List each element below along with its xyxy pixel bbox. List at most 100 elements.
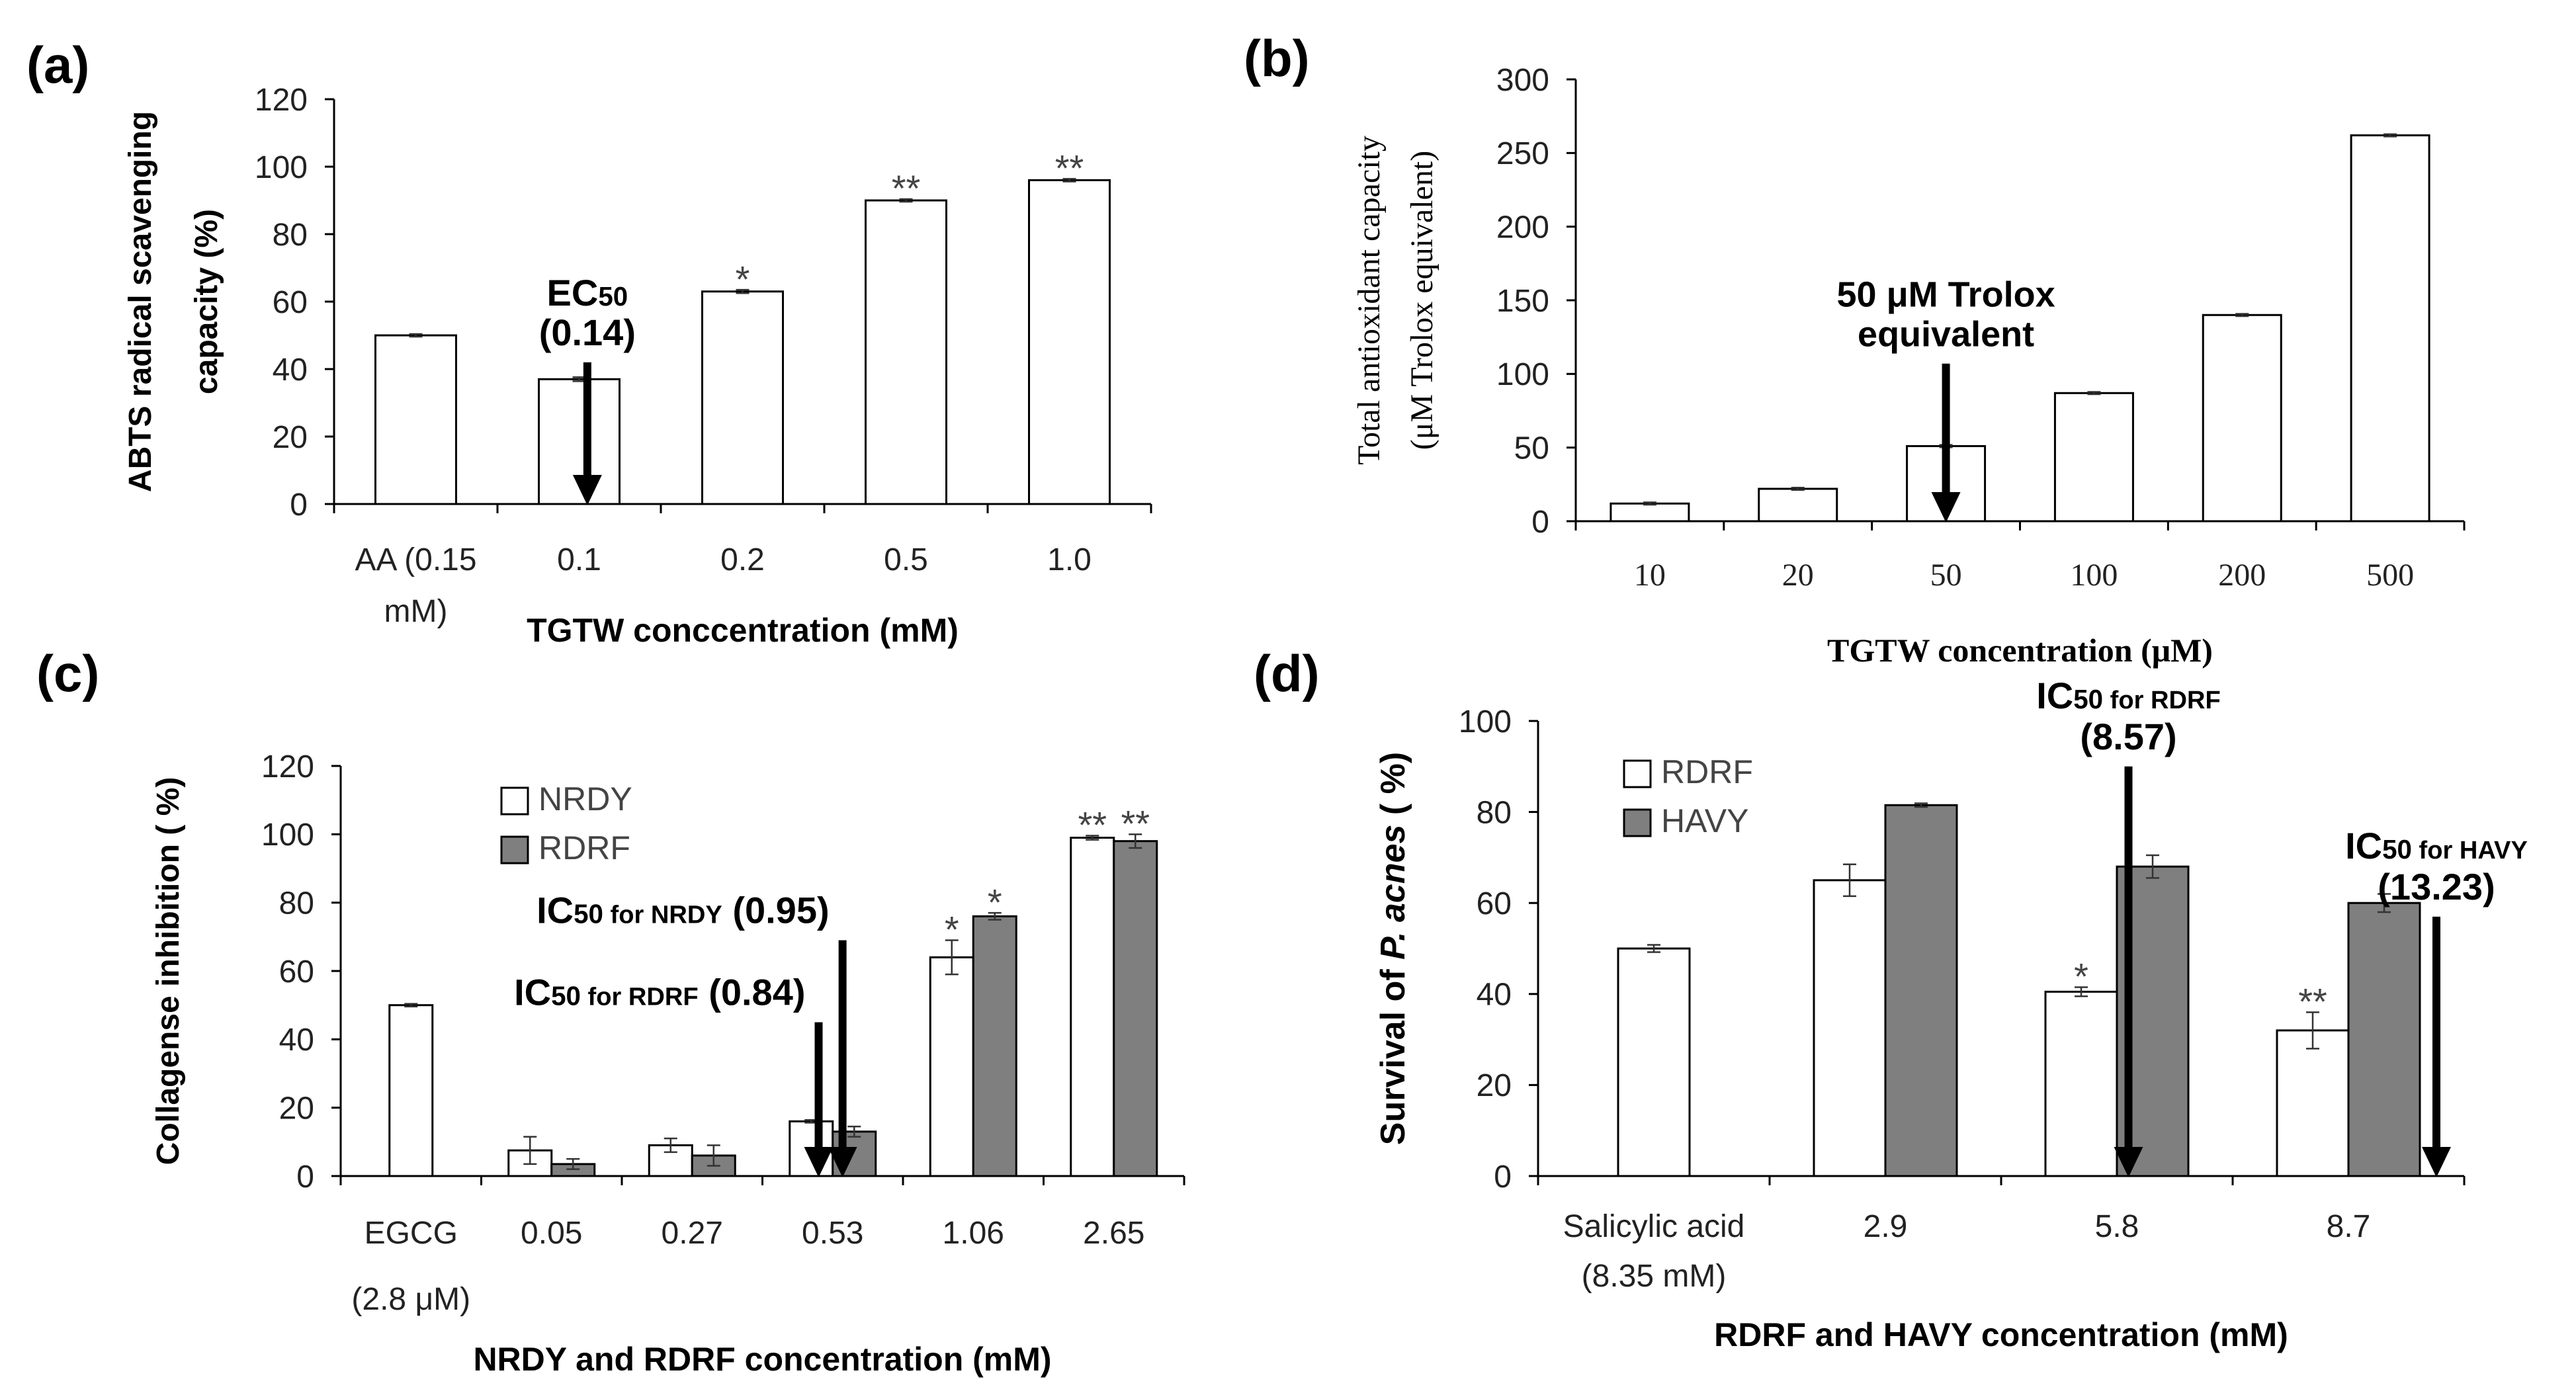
annotation-arrowhead [1931, 492, 1961, 523]
annotation-text: IC50 for NRDY (0.95) [537, 890, 830, 931]
x-tick-label: Salicylic acid [1563, 1209, 1745, 1244]
x-tick-label: 5.8 [2095, 1209, 2139, 1244]
y-tick-label: 250 [1496, 136, 1549, 171]
annotation-text: IC50 for RDRF (0.84) [514, 972, 805, 1013]
x-tick-label: EGCG [365, 1216, 458, 1251]
x-tick-label: AA (0.15 [355, 542, 476, 577]
bar [2276, 1029, 2350, 1177]
x-tick-label: 100 [2070, 558, 2118, 593]
legend-swatch [1623, 759, 1652, 788]
panel-label-b: (b) [1244, 29, 1310, 87]
y-tick-label: 60 [273, 285, 308, 320]
y-axis-title: Survival of P. acnes ( %) [1374, 752, 1412, 1145]
annotation-text: (13.23) [2378, 866, 2495, 907]
x-tick-label: 2.65 [1083, 1216, 1144, 1251]
y-axis-title: capacity (%) [189, 209, 224, 394]
x-tick-label: 0.2 [720, 542, 765, 577]
panel-label-d: (d) [1254, 644, 1320, 702]
annotation-text: 50 μM Trolox [1837, 275, 2055, 315]
y-tick-label: 60 [279, 954, 314, 990]
significance-label: ** [892, 167, 921, 209]
annotation-text: IC50 for RDRF [2036, 675, 2221, 716]
bar [1113, 840, 1158, 1177]
legend-label: RDRF [538, 829, 630, 866]
annotation-text: (0.14) [539, 312, 636, 353]
bar [1610, 502, 1690, 523]
y-axis-title: ABTS radical scavenging [123, 111, 158, 492]
x-tick-label: 50 [1930, 558, 1962, 593]
x-tick-label: 2.9 [1864, 1209, 1908, 1244]
chart-collagenase: 0 20 40 60 80 100 120 EGCG (2.8 μM) 0.05 0.27 0.53 1… [151, 749, 1185, 1378]
y-axis-title: Total antioxidant capacity [1352, 136, 1387, 465]
x-tick-label: (8.35 mM) [1582, 1259, 1727, 1294]
y-tick-label: 100 [1496, 357, 1549, 392]
x-tick-label: 1.0 [1047, 542, 1092, 577]
y-tick-label: 150 [1496, 284, 1549, 319]
bar [929, 956, 974, 1177]
x-tick-label: 1.06 [943, 1216, 1004, 1251]
y-tick-label: 120 [261, 749, 314, 784]
y-axis-title: (μM Trolox equivalent) [1404, 151, 1439, 450]
bar [388, 1004, 434, 1177]
y-tick-label: 80 [1477, 795, 1512, 830]
x-tick-label: 0.27 [662, 1216, 723, 1251]
y-tick-label: 20 [1477, 1068, 1512, 1103]
bar [2044, 990, 2118, 1177]
bar [972, 915, 1017, 1177]
significance-label: ** [1055, 148, 1084, 189]
bar [865, 199, 947, 505]
bar [2053, 392, 2134, 523]
significance-label: * [2074, 956, 2088, 997]
x-tick-label: 0.53 [802, 1216, 863, 1251]
x-axis-title: NRDY and RDRF concentration (mM) [473, 1341, 1051, 1378]
y-tick-label: 100 [261, 818, 314, 853]
y-tick-label: 40 [273, 353, 308, 388]
bar [1813, 879, 1887, 1177]
x-tick-label: (2.8 μM) [351, 1282, 470, 1317]
significance-label: ** [2298, 981, 2327, 1023]
x-tick-label: 0.05 [521, 1216, 582, 1251]
bar [1617, 947, 1691, 1177]
y-tick-label: 60 [1477, 886, 1512, 921]
y-tick-label: 120 [255, 83, 308, 118]
legend-swatch [500, 835, 529, 864]
legend-label: NRDY [538, 780, 632, 818]
legend-label: RDRF [1661, 753, 1753, 790]
annotation-text: (8.57) [2080, 716, 2176, 757]
y-tick-label: 0 [1494, 1159, 1512, 1195]
annotation-arrowhead [828, 1147, 857, 1177]
y-tick-label: 0 [296, 1159, 314, 1195]
x-tick-label: 20 [1782, 558, 1814, 593]
annotation-arrowhead [804, 1147, 834, 1177]
x-tick-label: 0.1 [557, 542, 601, 577]
y-tick-label: 100 [255, 150, 308, 185]
y-tick-label: 300 [1496, 63, 1549, 98]
y-tick-label: 200 [1496, 210, 1549, 245]
bar [701, 290, 784, 505]
y-axis-title: Collagense inhibition ( %) [151, 777, 186, 1165]
annotation-arrowhead [2114, 1147, 2143, 1177]
x-axis-title: RDRF and HAVY concentration (mM) [1714, 1316, 2288, 1353]
panel-label-c: (c) [36, 644, 99, 702]
bar [2350, 134, 2430, 523]
x-tick-label: 8.7 [2327, 1209, 2371, 1244]
bar [1758, 487, 1838, 523]
bar [1028, 179, 1111, 505]
y-tick-label: 20 [273, 420, 308, 455]
y-tick-label: 100 [1459, 704, 1512, 739]
significance-label: ** [1121, 803, 1150, 845]
significance-label: ** [1078, 804, 1107, 846]
annotation-text: EC50 [547, 272, 628, 314]
annotation-arrowhead [2422, 1147, 2451, 1177]
x-tick-label: 10 [1634, 558, 1666, 593]
x-tick-label: mM) [384, 594, 448, 629]
y-tick-label: 50 [1514, 431, 1549, 466]
annotation-arrowhead [572, 475, 602, 505]
y-tick-label: 40 [1477, 978, 1512, 1013]
legend-swatch [1623, 808, 1652, 837]
y-tick-label: 20 [279, 1091, 314, 1126]
y-tick-label: 0 [1531, 505, 1549, 540]
y-tick-label: 0 [290, 487, 308, 523]
